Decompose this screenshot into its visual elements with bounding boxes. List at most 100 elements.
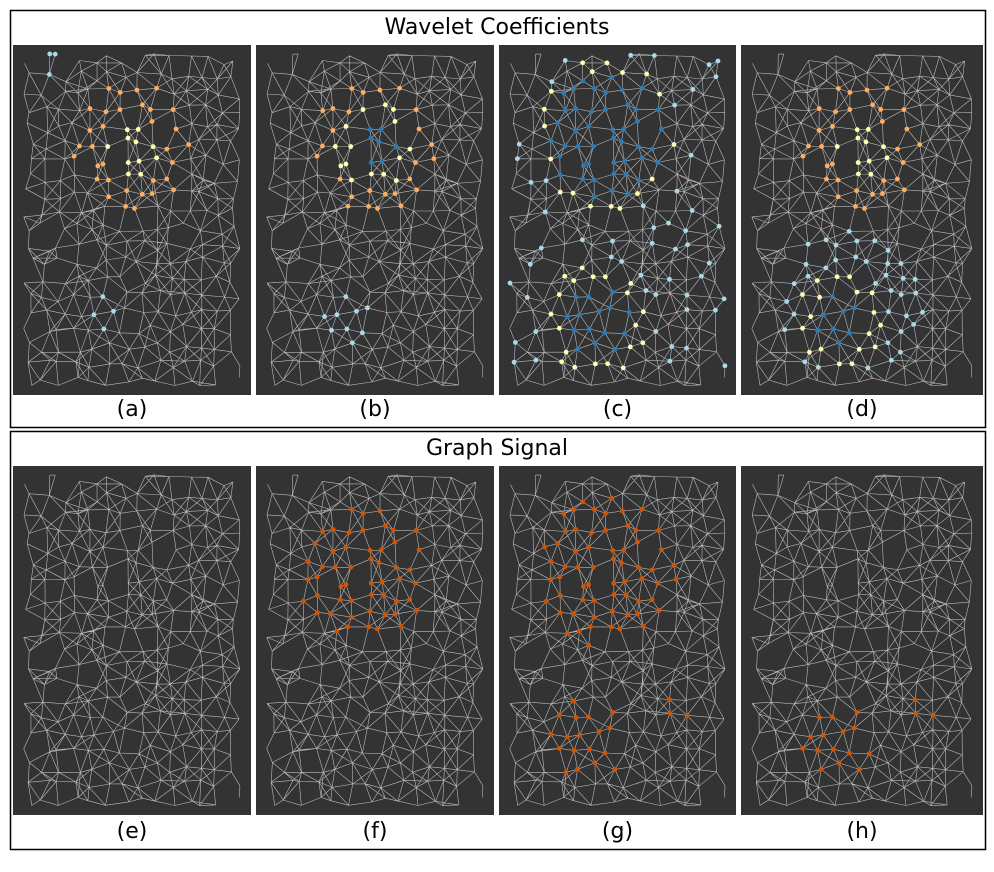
graph-node: [591, 614, 597, 620]
graph-node: [559, 359, 565, 365]
graph-node: [611, 580, 617, 586]
graph-node: [635, 539, 640, 545]
graph-node: [369, 592, 374, 598]
graph-node: [591, 177, 597, 183]
graph-node: [580, 176, 586, 182]
graph-node: [643, 288, 649, 293]
graph-node: [382, 191, 388, 197]
graph-node: [378, 547, 384, 553]
graph-node: [136, 158, 142, 164]
graph-node: [621, 547, 627, 553]
graph-node: [154, 155, 159, 161]
graph-node: [134, 87, 140, 93]
graph-node: [898, 329, 904, 334]
graph-node: [52, 51, 58, 57]
graph-node: [817, 715, 823, 720]
graph-node: [633, 322, 639, 328]
graph-node: [562, 273, 568, 279]
graph-node: [618, 139, 624, 145]
graph-node: [397, 85, 403, 91]
graph-node: [818, 766, 824, 772]
graph-node: [866, 751, 872, 757]
graph-node: [412, 160, 418, 165]
graph-node: [581, 584, 586, 589]
graph-node: [548, 156, 554, 162]
graph-node: [563, 349, 569, 355]
graph-node: [611, 171, 617, 177]
graph-node: [640, 624, 646, 629]
graph-node: [376, 139, 382, 145]
graph-panel: [256, 466, 494, 815]
graph-node: [561, 90, 567, 96]
graph-node: [609, 74, 615, 80]
graph-node: [398, 624, 404, 629]
graph-node: [835, 86, 841, 91]
graph-node: [658, 126, 664, 132]
graph-node: [851, 305, 857, 311]
graph-node: [398, 203, 404, 209]
graph-node: [671, 142, 677, 147]
graph-node: [824, 163, 830, 169]
graph-node: [900, 275, 906, 281]
graph-node: [603, 527, 608, 533]
graph-node: [605, 361, 611, 367]
graph-background: [499, 45, 736, 395]
graph-node: [320, 143, 325, 149]
graph-node: [610, 709, 616, 715]
graph-node: [556, 712, 562, 718]
graph-node: [683, 228, 688, 234]
graph-node: [640, 309, 646, 315]
graph-node: [722, 363, 728, 369]
graph-node: [819, 144, 825, 149]
graph-node: [649, 176, 655, 182]
graph-node: [103, 109, 109, 115]
graph-node: [608, 254, 614, 260]
graph-node: [376, 560, 382, 566]
graph-node: [901, 187, 907, 193]
graph-node: [377, 508, 383, 514]
graph-node: [330, 548, 336, 554]
graph-node: [397, 155, 402, 161]
graph-node: [586, 714, 591, 720]
graph-node: [626, 310, 632, 315]
graph-node: [133, 139, 139, 145]
graph-node: [367, 608, 373, 614]
graph-node: [656, 107, 661, 113]
graph-node: [656, 528, 661, 533]
graph-node: [625, 191, 631, 197]
graph-node: [587, 326, 592, 332]
graph-node: [47, 51, 53, 57]
graph-panel: [499, 45, 736, 395]
graph-node: [320, 529, 326, 534]
graph-node: [571, 747, 577, 753]
graph-node: [872, 238, 878, 244]
graph-node: [592, 361, 598, 367]
graph-node: [570, 190, 576, 196]
graph-node: [633, 527, 639, 533]
graph-node: [885, 261, 891, 267]
graph-node: [816, 128, 822, 133]
graph-node: [706, 260, 712, 266]
graph-node: [571, 86, 576, 92]
subfigure-label: (d): [846, 397, 877, 422]
graph-node: [573, 128, 578, 133]
graph-node: [840, 308, 846, 314]
graph-node: [824, 176, 829, 182]
graph-node: [416, 126, 422, 132]
graph-node: [885, 248, 891, 253]
graph-node: [592, 86, 597, 91]
graph-node: [625, 290, 630, 296]
graph-node: [557, 610, 563, 616]
graph-node: [830, 124, 835, 129]
panel-frame: [9, 9, 987, 429]
graph-node: [888, 357, 894, 363]
graph-node: [300, 598, 306, 604]
graph-node: [904, 313, 909, 319]
graph-node: [627, 344, 633, 350]
graph-node: [589, 69, 595, 75]
graph-node: [818, 346, 824, 352]
graph-node: [338, 584, 344, 589]
graph-node: [854, 127, 860, 133]
graph-node: [382, 612, 388, 618]
